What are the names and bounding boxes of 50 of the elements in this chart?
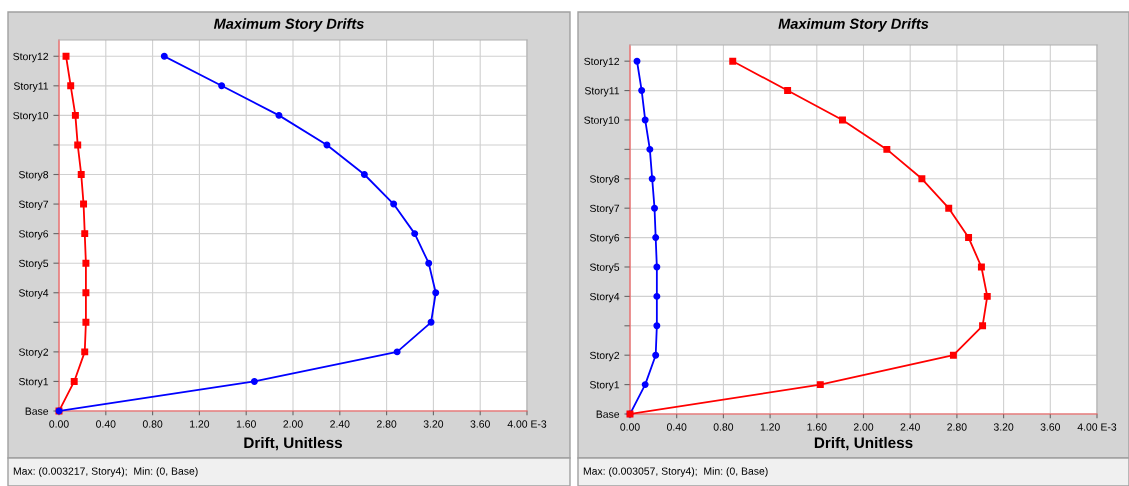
chart-title: Maximum Story Drifts [213, 18, 364, 32]
x-tick-label: 0.40 [666, 423, 687, 431]
x-tick-label: 2.00 [853, 423, 874, 431]
x-axis-title: Drift, Unitless [814, 436, 913, 451]
y-tick-label: Story2 [18, 348, 49, 358]
y-tick-label: Story5 [18, 259, 49, 270]
y-tick-label: Base [25, 407, 49, 415]
y-tick-label: Story10 [13, 111, 49, 122]
y-tick-label: Story12 [584, 57, 620, 68]
x-tick-label: 1.60 [236, 420, 256, 428]
y-tick-label: Story2 [589, 351, 620, 362]
chart-title: Maximum Story Drifts [778, 18, 929, 32]
x-tick-label: 2.40 [330, 420, 350, 428]
x-tick-label: 0.40 [96, 420, 116, 428]
x-tick-label: 1.20 [190, 420, 210, 428]
x-tick-label: 0.80 [142, 420, 163, 428]
x-tick-label: 3.20 [423, 420, 444, 428]
x-tick-label: 3.60 [470, 420, 490, 428]
x-tick-label: 3.60 [1040, 423, 1061, 431]
x-tick-label: 4.00 E-3 [1077, 423, 1117, 431]
x-tick-label: 2.80 [376, 420, 397, 428]
y-tick-label: Story6 [18, 230, 49, 240]
y-tick-label: Story8 [18, 171, 49, 181]
x-tick-label: 0.00 [620, 423, 640, 431]
y-tick-label: Story7 [18, 200, 49, 210]
y-tick-label: Story6 [589, 234, 620, 244]
y-tick-label: Story10 [584, 116, 620, 126]
x-tick-label: 1.20 [760, 423, 780, 431]
y-tick-label: Story11 [13, 82, 49, 92]
y-tick-label: Story11 [584, 87, 620, 97]
y-tick-label: Story7 [589, 204, 620, 215]
x-tick-label: 2.40 [900, 423, 920, 431]
x-tick-label: 2.80 [947, 423, 967, 431]
text: Max: (0.003217, Story4); Min: (0, Base) [13, 467, 198, 477]
x-tick-label: 0.80 [713, 423, 734, 431]
y-tick-label: Story5 [589, 263, 620, 273]
y-tick-label: Story12 [13, 52, 49, 63]
y-tick-label: Story1 [18, 377, 49, 388]
y-tick-label: Story1 [589, 381, 620, 391]
x-tick-label: 0.00 [49, 420, 69, 428]
y-tick-label: Story4 [589, 292, 620, 303]
x-tick-label: 3.20 [993, 423, 1014, 431]
x-tick-label: 4.00 E-3 [507, 420, 547, 428]
x-tick-label: 2.00 [283, 420, 303, 428]
y-tick-label: Story4 [18, 289, 49, 299]
x-tick-label: 1.60 [807, 423, 827, 431]
text: Max: (0.003057, Story4); Min: (0, Base) [583, 467, 768, 477]
y-tick-label: Story8 [589, 175, 620, 185]
y-tick-label: Base [596, 410, 620, 418]
x-axis-title: Drift, Unitless [244, 436, 343, 451]
